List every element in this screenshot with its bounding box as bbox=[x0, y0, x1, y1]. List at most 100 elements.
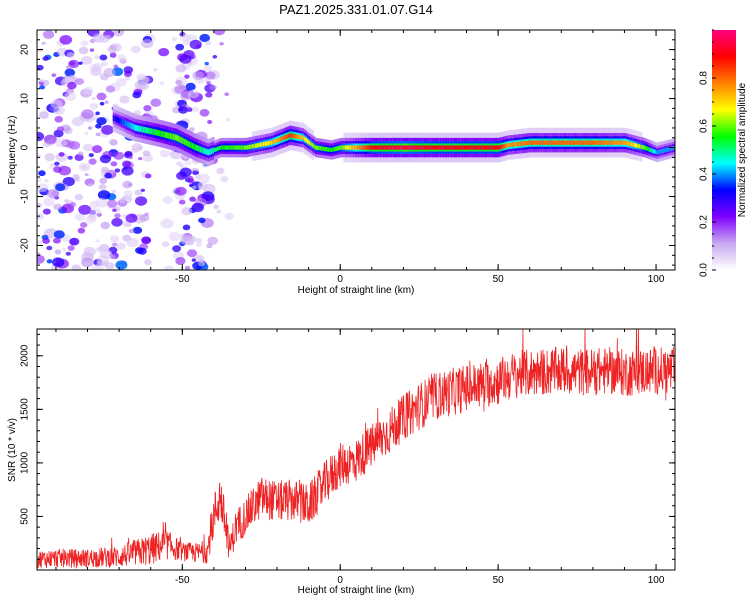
ridge-cell bbox=[242, 145, 245, 150]
ridge-cell bbox=[670, 146, 673, 151]
noise-blob bbox=[216, 209, 222, 214]
noise-blob bbox=[93, 54, 100, 60]
ridge-cell bbox=[344, 145, 348, 150]
ridge-cell bbox=[234, 145, 237, 150]
ridge-cell bbox=[455, 145, 458, 150]
noise-blob bbox=[42, 208, 51, 215]
noise-blob bbox=[67, 155, 73, 160]
noise-blob bbox=[59, 35, 73, 45]
ridge-cell bbox=[597, 140, 600, 145]
ridge-cell bbox=[671, 146, 674, 151]
ridge-cell bbox=[206, 148, 209, 155]
ridge-cell bbox=[534, 140, 537, 145]
noise-blob bbox=[113, 151, 124, 160]
ridge-cell bbox=[416, 145, 419, 150]
ridge-cell bbox=[134, 124, 138, 131]
noise-blob bbox=[41, 41, 46, 45]
ridge-cell bbox=[499, 145, 502, 150]
spectrogram-x-label: Height of straight line (km) bbox=[298, 285, 415, 296]
ridge-cell bbox=[117, 117, 120, 124]
ridge-cell bbox=[370, 145, 373, 150]
noise-blob bbox=[133, 110, 141, 116]
ridge-cell bbox=[487, 145, 490, 150]
ridge-cell bbox=[250, 144, 253, 149]
noise-blob bbox=[158, 48, 170, 57]
noise-blob bbox=[96, 261, 104, 267]
ridge-cell bbox=[215, 147, 218, 152]
noise-blob bbox=[88, 153, 94, 158]
x-tick-label: 0 bbox=[337, 575, 343, 586]
noise-blob bbox=[113, 30, 125, 37]
ridge-cell bbox=[501, 144, 504, 149]
colorbar-tick-label: 0.2 bbox=[699, 215, 710, 229]
noise-blob bbox=[124, 75, 131, 81]
ridge-cell bbox=[400, 145, 403, 150]
ridge-cell bbox=[663, 148, 667, 153]
ridge-cell bbox=[322, 146, 325, 151]
ridge-cell bbox=[313, 144, 316, 149]
ridge-cell bbox=[224, 145, 228, 150]
ridge-cell bbox=[512, 142, 515, 147]
ridge-cell bbox=[476, 145, 479, 150]
noise-blob bbox=[104, 100, 109, 104]
ridge-cell bbox=[193, 143, 196, 150]
colorbar-scale bbox=[712, 30, 736, 270]
noise-blob bbox=[95, 198, 109, 208]
ridge-cell bbox=[155, 129, 158, 136]
noise-blob bbox=[126, 237, 139, 248]
noise-blob bbox=[162, 196, 173, 204]
ridge-cell bbox=[629, 141, 632, 146]
ridge-cell bbox=[412, 145, 416, 150]
ridge-cell bbox=[615, 140, 618, 145]
ridge-cell bbox=[296, 134, 299, 139]
x-tick-label: -50 bbox=[175, 575, 190, 586]
noise-blob bbox=[134, 189, 143, 196]
noise-blob bbox=[54, 138, 68, 148]
noise-blob bbox=[225, 118, 230, 122]
noise-blob bbox=[176, 161, 183, 167]
ridge-cell bbox=[150, 128, 153, 135]
noise-blob bbox=[106, 199, 118, 208]
snr-frame bbox=[36, 328, 676, 571]
ridge-cell bbox=[580, 140, 583, 145]
ridge-cell bbox=[564, 140, 567, 145]
noise-blob bbox=[100, 249, 113, 259]
ridge-cell bbox=[284, 135, 288, 140]
noise-blob bbox=[43, 197, 55, 207]
ridge-cell bbox=[316, 145, 319, 150]
snr-panel: -50 0 50 100 500 1000 1500 2000 Height of strai… bbox=[7, 328, 676, 596]
noise-blob bbox=[112, 208, 117, 212]
ridge-cell bbox=[498, 145, 501, 150]
noise-blob bbox=[110, 235, 120, 243]
ridge-cell bbox=[179, 136, 182, 143]
noise-blob bbox=[96, 247, 101, 251]
ridge-cell bbox=[624, 140, 627, 145]
noise-blob bbox=[163, 265, 175, 270]
ridge-cell bbox=[341, 145, 344, 150]
ridge-cell bbox=[343, 145, 346, 150]
noise-blob bbox=[141, 39, 154, 49]
ridge-cell bbox=[607, 140, 610, 145]
ridge-cell bbox=[640, 144, 643, 149]
x-tick-label: 50 bbox=[493, 575, 505, 586]
noise-blob bbox=[115, 77, 127, 87]
noise-blob bbox=[207, 70, 221, 80]
ridge-cell bbox=[191, 142, 194, 149]
noise-blob bbox=[95, 111, 100, 116]
noise-blob bbox=[80, 40, 89, 47]
noise-blob bbox=[110, 139, 118, 146]
ridge-cell bbox=[444, 145, 447, 150]
ridge-cell bbox=[405, 145, 408, 150]
noise-blob bbox=[205, 40, 212, 46]
noise-blob bbox=[54, 161, 60, 166]
ridge-cell bbox=[321, 146, 324, 151]
ridge-cell bbox=[652, 149, 656, 154]
noise-blob bbox=[122, 160, 132, 168]
ridge-cell bbox=[621, 140, 624, 145]
ridge-cell bbox=[423, 145, 427, 150]
ridge-cell bbox=[542, 140, 545, 145]
ridge-cell bbox=[269, 140, 272, 146]
snr-series-line bbox=[37, 329, 675, 569]
ridge-cell bbox=[540, 140, 543, 145]
ridge-cell bbox=[406, 145, 409, 150]
